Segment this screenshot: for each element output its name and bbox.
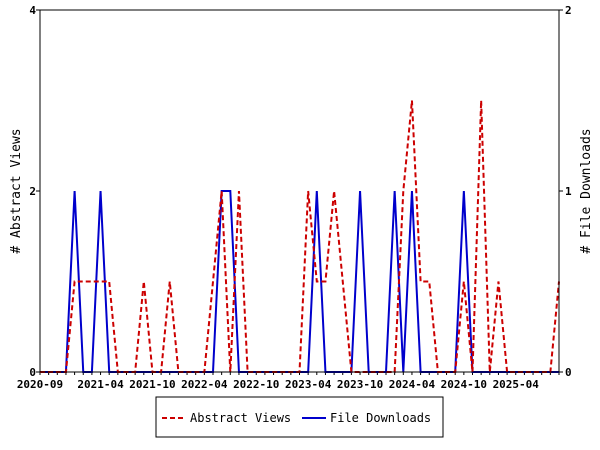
y-axis-left-title: # Abstract Views — [9, 128, 24, 253]
y-right-tick-label: 2 — [565, 4, 572, 17]
x-tick-label: 2022-10 — [233, 378, 279, 391]
legend-box — [155, 396, 444, 438]
x-tick-label: 2021-04 — [77, 378, 124, 391]
legend: Abstract Views File Downloads — [155, 396, 444, 438]
x-tick-label: 2022-04 — [181, 378, 228, 391]
x-tick-label: 2021-10 — [129, 378, 175, 391]
x-tick-label: 2024-10 — [441, 378, 487, 391]
series-layer — [40, 100, 560, 373]
x-tick-label: 2023-04 — [285, 378, 332, 391]
y-left-tick-label: 0 — [29, 366, 36, 379]
x-tick-label: 2025-04 — [493, 378, 540, 391]
series-line-abstract-views — [40, 100, 560, 373]
legend-label-file-downloads: File Downloads — [330, 411, 431, 425]
y-right-tick-label: 0 — [565, 366, 572, 379]
x-tick-label: 2024-04 — [389, 378, 436, 391]
y-right-tick-label: 1 — [565, 185, 572, 198]
x-tick-label: 2023-10 — [337, 378, 383, 391]
plot-frame — [39, 9, 560, 373]
y-left-tick-label: 4 — [29, 4, 36, 17]
y-left-tick-label: 2 — [29, 185, 36, 198]
x-tick-label: 2020-09 — [17, 378, 63, 391]
series-line-file-downloads — [40, 190, 559, 373]
tick-labels: 2020-09 2021-04 2021-10 2022-04 2022-10 2023-… — [17, 4, 572, 391]
legend-label-abstract-views: Abstract Views — [190, 411, 291, 425]
y-axis-right-title: # File Downloads — [579, 128, 594, 253]
